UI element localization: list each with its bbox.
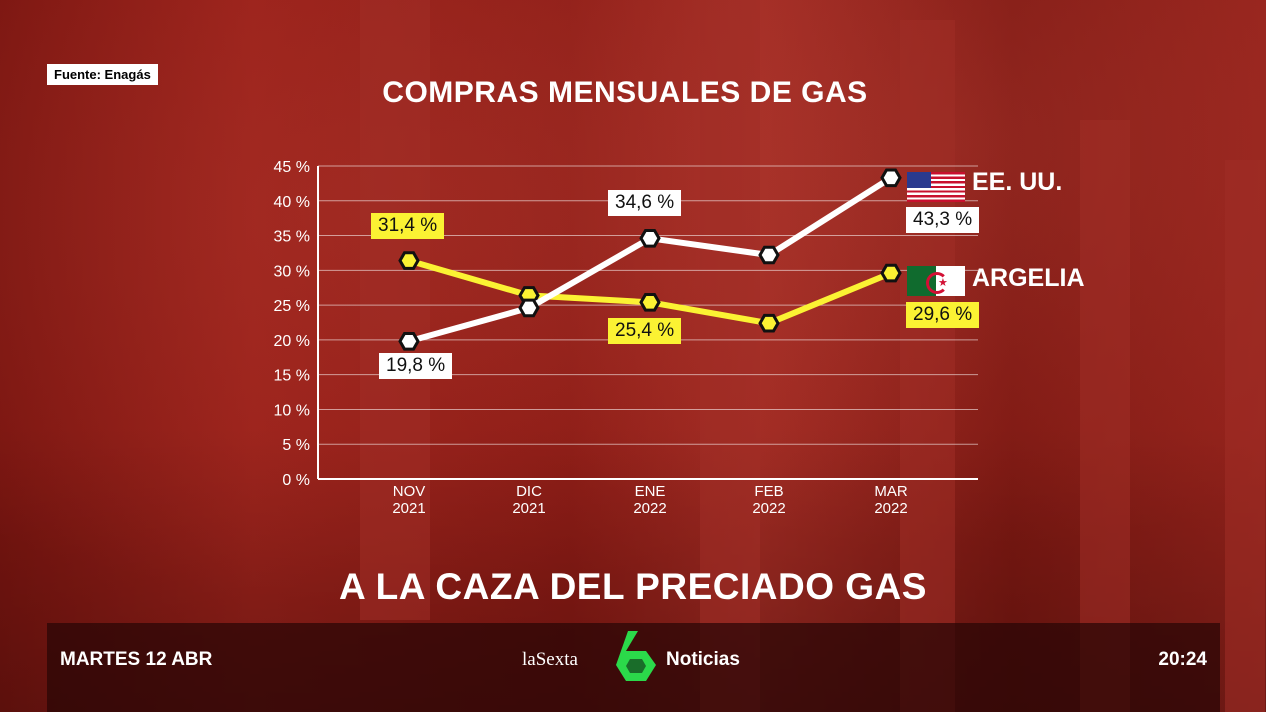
brand-name: laSexta bbox=[522, 649, 578, 670]
background-pipe bbox=[1080, 120, 1130, 712]
background-pipe bbox=[700, 0, 760, 712]
y-tick-label: 5 % bbox=[282, 437, 310, 454]
x-tick-label: 2022 bbox=[633, 500, 666, 517]
value-label: 29,6 % bbox=[906, 302, 980, 328]
x-tick-label: FEB bbox=[754, 483, 783, 500]
value-label: 25,4 % bbox=[608, 318, 682, 345]
usa-flag-icon bbox=[907, 172, 965, 202]
legend-argelia: ARGELIA bbox=[972, 264, 1085, 292]
data-point-usa bbox=[880, 168, 902, 188]
background-pipe bbox=[1225, 160, 1265, 712]
y-tick-label: 20 % bbox=[274, 333, 310, 350]
date-label: MARTES 12 ABR bbox=[60, 649, 213, 670]
y-tick-label: 35 % bbox=[274, 229, 310, 246]
x-tick-label: 2021 bbox=[392, 500, 425, 517]
data-point-argelia bbox=[758, 313, 780, 333]
y-tick-label: 30 % bbox=[274, 263, 310, 280]
x-tick-label: MAR bbox=[874, 483, 908, 500]
headline: A LA CAZA DEL PRECIADO GAS bbox=[339, 566, 927, 607]
y-tick-label: 0 % bbox=[282, 472, 310, 489]
value-label: 19,8 % bbox=[379, 353, 453, 380]
y-tick-label: 40 % bbox=[274, 194, 310, 211]
chart-title: COMPRAS MENSUALES DE GAS bbox=[382, 76, 868, 109]
data-point-usa bbox=[639, 229, 661, 248]
algeria-flag-icon: ★ bbox=[907, 266, 965, 296]
y-tick-label: 25 % bbox=[274, 298, 310, 315]
value-label: 34,6 % bbox=[608, 190, 682, 217]
background-pipe bbox=[360, 0, 430, 620]
value-label: 43,3 % bbox=[906, 207, 980, 233]
time-label: 20:24 bbox=[1158, 649, 1207, 670]
x-tick-label: 2022 bbox=[752, 500, 785, 517]
data-point-argelia bbox=[639, 293, 661, 312]
program-name: Noticias bbox=[666, 649, 740, 670]
source-label: Fuente: Enagás bbox=[47, 64, 158, 85]
y-tick-label: 15 % bbox=[274, 368, 310, 385]
x-tick-label: ENE bbox=[635, 483, 666, 500]
data-point-argelia bbox=[880, 263, 902, 283]
x-tick-label: 2022 bbox=[874, 500, 907, 517]
background-pipe bbox=[900, 20, 955, 712]
bottom-bar: MARTES 12 ABR laSexta Noticias 20:24 bbox=[47, 623, 1220, 712]
y-tick-label: 45 % bbox=[274, 159, 310, 176]
x-tick-label: 2021 bbox=[512, 500, 545, 517]
data-point-usa bbox=[398, 332, 420, 351]
x-tick-label: DIC bbox=[516, 483, 542, 500]
y-tick-label: 10 % bbox=[274, 402, 310, 419]
data-point-argelia bbox=[398, 251, 420, 270]
lasexta-six-logo-icon bbox=[616, 631, 656, 681]
data-point-usa bbox=[518, 298, 540, 318]
value-label: 31,4 % bbox=[371, 212, 445, 239]
x-tick-label: NOV bbox=[393, 483, 426, 500]
legend-usa: EE. UU. bbox=[972, 168, 1063, 196]
data-point-usa bbox=[758, 245, 780, 265]
